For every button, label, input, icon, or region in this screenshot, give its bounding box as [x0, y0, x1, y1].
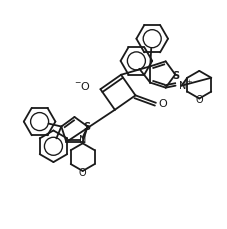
Text: O: O — [195, 95, 202, 105]
Text: N: N — [79, 135, 86, 145]
Text: S: S — [172, 71, 179, 81]
Text: O: O — [79, 167, 86, 177]
Text: O: O — [158, 98, 167, 108]
Text: S: S — [83, 121, 90, 131]
Text: N$^+$: N$^+$ — [177, 79, 192, 92]
Text: $^{-}$O: $^{-}$O — [73, 80, 90, 92]
